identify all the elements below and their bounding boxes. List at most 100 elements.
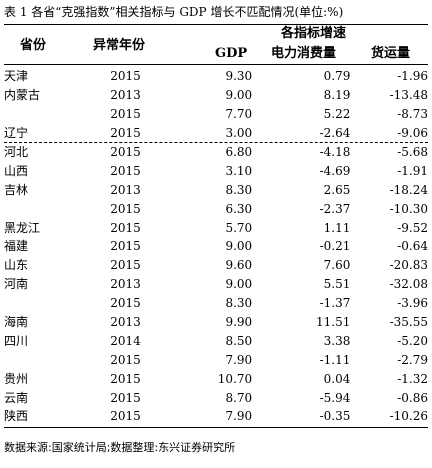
electricity-cell: 0.79 bbox=[323, 69, 351, 84]
electricity-cell: -0.35 bbox=[319, 409, 351, 424]
gdp-cell: 8.30 bbox=[225, 182, 253, 197]
year-cell: 2013 bbox=[110, 277, 141, 292]
electricity-cell: 5.51 bbox=[323, 277, 351, 292]
gdp-cell: 7.90 bbox=[225, 352, 253, 367]
province-cell: 黑龙江 bbox=[4, 220, 41, 235]
table-row: 陕西 2015 7.90 -0.35 -10.26 bbox=[4, 407, 428, 426]
freight-cell: -3.96 bbox=[397, 296, 428, 311]
gdp-cell: 3.00 bbox=[225, 126, 253, 141]
province-cell: 陕西 bbox=[4, 409, 29, 424]
freight-cell: -1.91 bbox=[397, 163, 428, 178]
table-row: 海南 2013 9.90 11.51 -35.55 bbox=[4, 313, 428, 332]
table-row: 吉林 2013 8.30 2.65 -18.24 bbox=[4, 180, 428, 199]
table-row: 黑龙江 2015 5.70 1.11 -9.52 bbox=[4, 218, 428, 237]
province-cell: 海南 bbox=[4, 315, 29, 330]
table-row: 2015 6.30 -2.37 -10.30 bbox=[4, 199, 428, 218]
year-cell: 2013 bbox=[110, 182, 141, 197]
electricity-cell: 3.38 bbox=[323, 333, 351, 348]
electricity-cell: -2.37 bbox=[319, 201, 351, 216]
table-row: 云南 2015 8.70 -5.94 -0.86 bbox=[4, 388, 428, 407]
freight-cell: -8.73 bbox=[397, 107, 428, 122]
freight-cell: -20.83 bbox=[389, 258, 428, 273]
freight-cell: -10.26 bbox=[389, 409, 428, 424]
freight-cell: -9.06 bbox=[397, 126, 428, 141]
province-cell bbox=[4, 350, 76, 369]
table-row: 天津 2015 9.30 0.79 -1.96 bbox=[4, 67, 428, 86]
gdp-cell: 7.70 bbox=[225, 107, 253, 122]
province-cell bbox=[4, 105, 76, 124]
table-row: 辽宁 2015 3.00 -2.64 -9.06 bbox=[4, 124, 428, 143]
gdp-cell: 9.30 bbox=[225, 69, 253, 84]
freight-cell: -13.48 bbox=[389, 88, 428, 103]
data-table: 天津 2015 9.30 0.79 -1.96 内蒙古 2013 9.00 8.19 -13.48… bbox=[4, 67, 428, 426]
electricity-cell: -4.18 bbox=[319, 145, 351, 159]
freight-cell: -18.24 bbox=[389, 182, 428, 197]
freight-cell: -1.32 bbox=[397, 371, 428, 386]
group-separator bbox=[4, 142, 428, 143]
header-indicator-group: 各指标增速 bbox=[281, 26, 347, 41]
province-cell: 吉林 bbox=[4, 182, 29, 197]
year-cell: 2013 bbox=[110, 315, 141, 330]
freight-cell: -5.20 bbox=[397, 333, 428, 348]
gdp-cell: 6.80 bbox=[225, 145, 253, 159]
year-cell: 2015 bbox=[110, 371, 141, 386]
gdp-cell: 8.50 bbox=[225, 333, 253, 348]
electricity-cell: 8.19 bbox=[323, 88, 351, 103]
electricity-cell: -1.11 bbox=[319, 352, 351, 367]
table-row: 河北 2015 6.80 -4.18 -5.68 bbox=[4, 143, 428, 162]
year-cell: 2015 bbox=[110, 69, 141, 84]
gdp-cell: 9.00 bbox=[225, 239, 253, 254]
year-cell: 2014 bbox=[110, 333, 141, 348]
province-cell: 福建 bbox=[4, 239, 29, 254]
province-cell: 贵州 bbox=[4, 371, 29, 386]
table-row: 2015 8.30 -1.37 -3.96 bbox=[4, 294, 428, 313]
year-cell: 2015 bbox=[110, 409, 141, 424]
freight-cell: -5.68 bbox=[397, 145, 428, 159]
table-row: 四川 2014 8.50 3.38 -5.20 bbox=[4, 331, 428, 350]
year-cell: 2015 bbox=[110, 163, 141, 178]
province-cell: 河北 bbox=[4, 145, 29, 159]
year-cell: 2015 bbox=[110, 220, 141, 235]
table-row: 2015 7.90 -1.11 -2.79 bbox=[4, 350, 428, 369]
header-rule bbox=[4, 64, 428, 65]
gdp-cell: 9.00 bbox=[225, 277, 253, 292]
bottom-rule bbox=[4, 427, 428, 428]
province-cell: 云南 bbox=[4, 390, 29, 405]
table-row: 2015 7.70 5.22 -8.73 bbox=[4, 105, 428, 124]
year-cell: 2015 bbox=[110, 107, 141, 122]
freight-cell: -2.79 bbox=[397, 352, 428, 367]
electricity-cell: -4.69 bbox=[319, 163, 351, 178]
gdp-cell: 10.70 bbox=[217, 371, 253, 386]
gdp-cell: 7.90 bbox=[225, 409, 253, 424]
year-cell: 2015 bbox=[110, 258, 141, 273]
province-cell bbox=[4, 199, 76, 218]
province-cell bbox=[4, 294, 76, 313]
freight-cell: -1.96 bbox=[397, 69, 428, 84]
province-cell: 辽宁 bbox=[4, 126, 29, 141]
gdp-cell: 8.30 bbox=[225, 296, 253, 311]
gdp-cell: 8.70 bbox=[225, 390, 253, 405]
year-cell: 2013 bbox=[110, 88, 141, 103]
gdp-cell: 6.30 bbox=[225, 201, 253, 216]
province-cell: 四川 bbox=[4, 333, 29, 348]
electricity-cell: 2.65 bbox=[323, 182, 351, 197]
province-cell: 内蒙古 bbox=[4, 88, 41, 103]
year-cell: 2015 bbox=[110, 126, 141, 141]
province-cell: 山西 bbox=[4, 163, 29, 178]
table-row: 河南 2013 9.00 5.51 -32.08 bbox=[4, 275, 428, 294]
gdp-cell: 9.60 bbox=[225, 258, 253, 273]
gdp-cell: 3.10 bbox=[225, 163, 253, 178]
header-gdp: GDP bbox=[215, 46, 248, 61]
gdp-cell: 5.70 bbox=[225, 220, 253, 235]
year-cell: 2015 bbox=[110, 296, 141, 311]
header-abnormal-year: 异常年份 bbox=[93, 38, 146, 53]
freight-cell: -0.86 bbox=[397, 390, 428, 405]
electricity-cell: 7.60 bbox=[323, 258, 351, 273]
year-cell: 2015 bbox=[110, 239, 141, 254]
table-row: 山东 2015 9.60 7.60 -20.83 bbox=[4, 256, 428, 275]
table-caption: 表 1 各省“克强指数”相关指标与 GDP 增长不匹配情况(单位:%) bbox=[4, 5, 344, 19]
electricity-cell: -5.94 bbox=[319, 390, 351, 405]
electricity-cell: -2.64 bbox=[319, 126, 351, 141]
province-cell: 天津 bbox=[4, 69, 29, 84]
table-row: 福建 2015 9.00 -0.21 -0.64 bbox=[4, 237, 428, 256]
